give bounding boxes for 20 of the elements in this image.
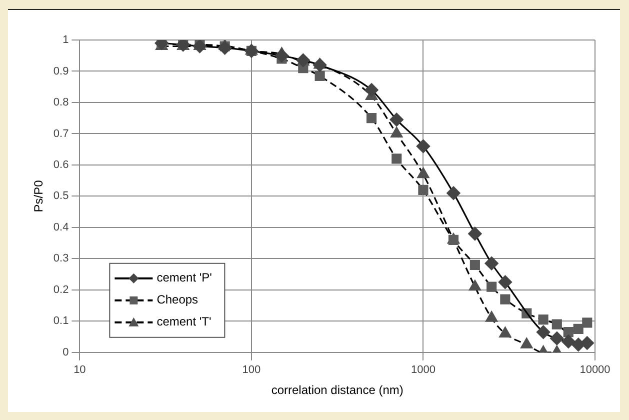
legend-label: Cheops (156, 292, 198, 307)
legend-label: cement 'T' (156, 314, 212, 329)
y-tick-label: 0.8 (53, 96, 69, 109)
x-tick-label: 10000 (580, 364, 610, 376)
y-tick-label: 0 (62, 346, 69, 358)
y-tick-label: 0.3 (53, 252, 69, 265)
y-tick-label: 0.5 (53, 190, 69, 202)
y-tick-label: 0.4 (53, 221, 69, 234)
x-axis-title: correlation distance (nm) (271, 383, 404, 398)
y-axis-title: Ps/P0 (32, 180, 46, 212)
legend-label: cement 'P' (156, 270, 212, 285)
x-tick-label: 1000 (410, 364, 436, 376)
x-tick-label: 10 (74, 364, 86, 376)
y-tick-label: 0.1 (53, 315, 69, 328)
y-tick-label: 1 (62, 34, 69, 46)
y-tick-label: 0.2 (53, 284, 69, 296)
y-tick-label: 0.6 (53, 158, 69, 171)
x-tick-label: 100 (242, 364, 261, 376)
y-tick-label: 0.7 (53, 128, 69, 140)
y-tick-label: 0.9 (53, 65, 69, 78)
